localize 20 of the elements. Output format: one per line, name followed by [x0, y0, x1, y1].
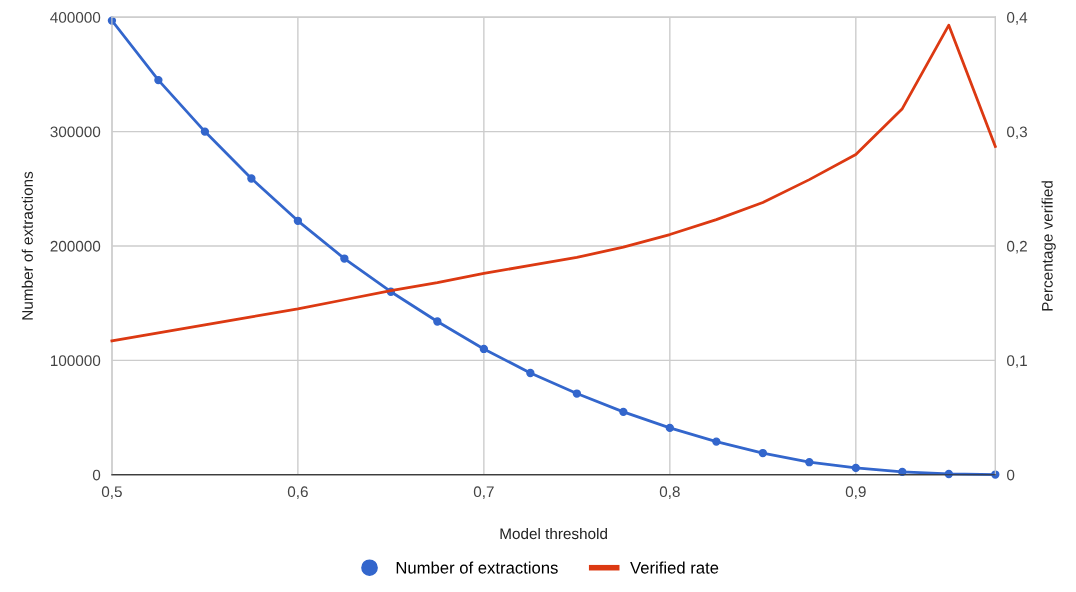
y2-tick-label: 0,1	[1007, 355, 1027, 368]
y-tick-label: 100000	[50, 355, 101, 367]
y2-tick-label: 0,2	[1007, 240, 1027, 254]
x-tick-label: 0,8	[659, 486, 680, 499]
legend-label: Verified rate	[630, 561, 719, 574]
y2-tick-label: 0,4	[1007, 12, 1028, 25]
y2-tick-label: 0,3	[1007, 126, 1027, 140]
y2-tick-label: 0	[1007, 469, 1015, 481]
x-tick-label: 0,5	[101, 486, 122, 499]
x-tick-label: 0,9	[845, 486, 866, 499]
x-tick-label: 0,6	[287, 486, 308, 499]
y2-axis-title: Percentage verified	[1041, 181, 1056, 311]
y-axis-title: Number of extractions	[21, 171, 33, 320]
y-tick-label: 300000	[50, 126, 101, 138]
x-tick-label: 0,7	[473, 486, 494, 499]
y-tick-label: 0	[92, 469, 101, 481]
y-tick-label: 400000	[50, 12, 101, 23]
legend-label: Number of extractions	[396, 561, 558, 574]
y-tick-label: 200000	[50, 240, 101, 252]
x-axis-title: Model threshold	[500, 527, 607, 540]
